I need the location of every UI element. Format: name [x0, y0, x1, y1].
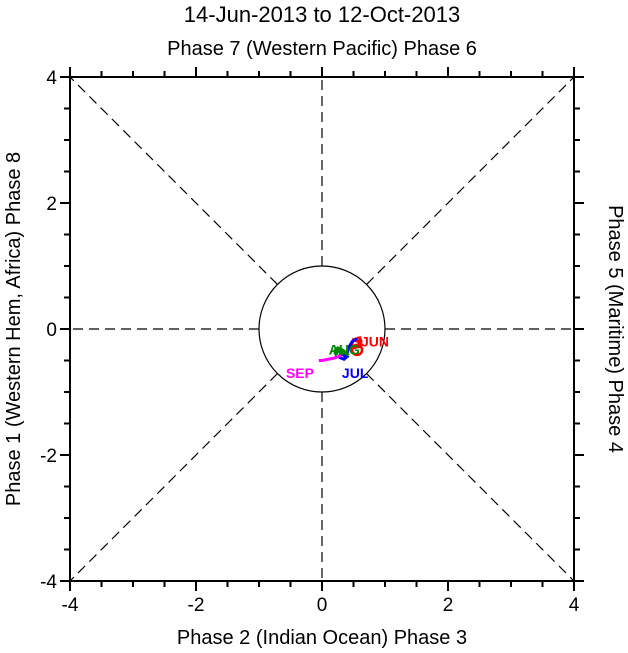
guide-line-ne [366, 76, 575, 285]
series-line-jul [337, 337, 358, 361]
guide-line-sw [69, 373, 278, 582]
x-tick-label: 4 [569, 595, 580, 616]
x-tick-label: -2 [188, 595, 205, 616]
x-tick-label: 0 [317, 595, 328, 616]
guide-line-nw [69, 76, 278, 285]
series-label-sep: SEP [286, 365, 314, 381]
bottom-phase-label: Phase 2 (Indian Ocean) Phase 3 [177, 627, 467, 649]
series-line-sep [318, 354, 342, 362]
y-tick-label: -2 [40, 446, 57, 467]
y-tick-label: -4 [40, 572, 57, 593]
x-tick-label: -4 [62, 595, 79, 616]
series-label-jun: JUN [361, 333, 389, 349]
y-tick-label: 4 [46, 68, 57, 89]
series-label-aug: AUG [329, 341, 360, 357]
guide-line-se [366, 373, 575, 582]
unit-circle [258, 265, 386, 393]
start-marker [350, 343, 364, 357]
chart-title: 14-Jun-2013 to 12-Oct-2013 [184, 2, 460, 27]
y-tick-label: 0 [46, 320, 57, 341]
series-line-aug [332, 345, 350, 358]
series-label-jul: JUL [342, 365, 369, 381]
right-phase-label: Phase 5 (Maritime) Phase 4 [604, 205, 626, 453]
x-tick-label: 2 [443, 595, 454, 616]
top-phase-label: Phase 7 (Western Pacific) Phase 6 [167, 38, 477, 60]
left-phase-label: Phase 1 (Western Hem, Africa) Phase 8 [3, 152, 25, 506]
y-tick-label: 2 [46, 194, 57, 215]
